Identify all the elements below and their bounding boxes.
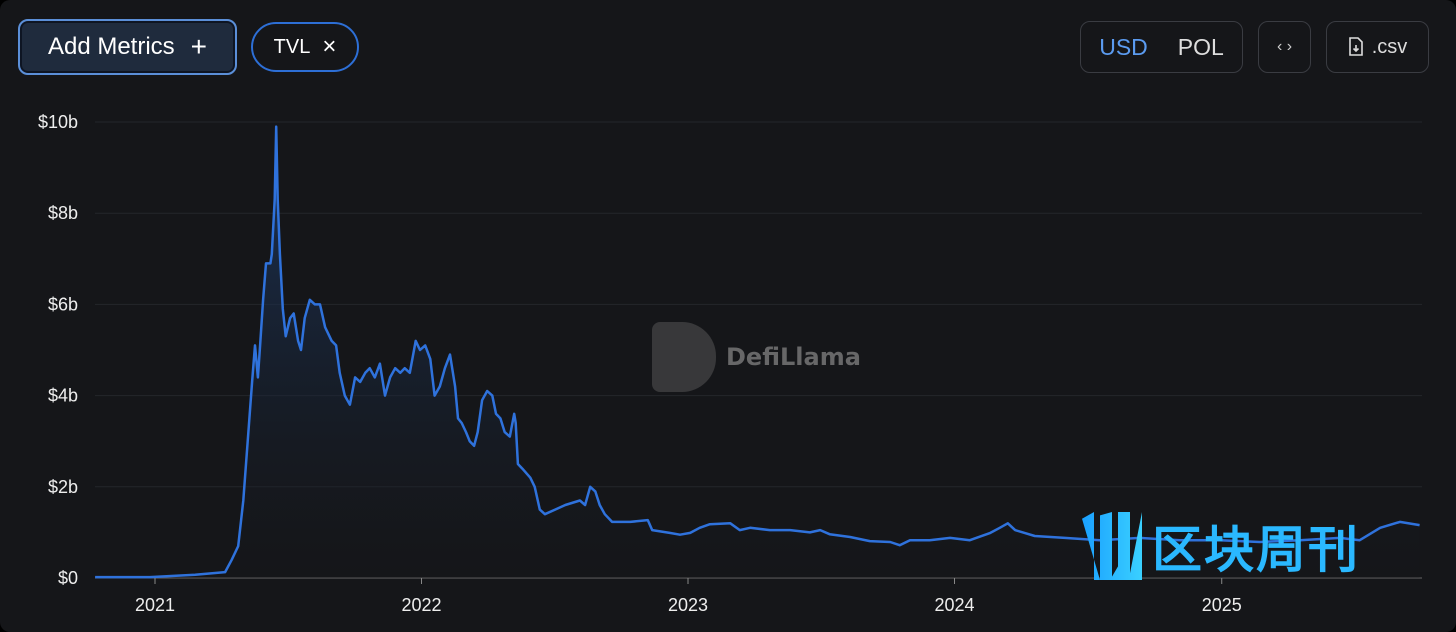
- brand-logo-icon: [1082, 512, 1142, 580]
- overlay-watermark-text: 区块周刊: [1152, 521, 1360, 579]
- x-tick-label: 2025: [1202, 595, 1242, 615]
- close-icon[interactable]: ×: [322, 33, 337, 60]
- embed-button[interactable]: ‹ ›: [1258, 21, 1311, 73]
- add-metrics-button[interactable]: Add Metrics +: [18, 19, 237, 75]
- plus-icon: +: [190, 31, 208, 62]
- tvl-metric-chip[interactable]: TVL ×: [251, 22, 359, 72]
- x-tick-label: 2024: [934, 595, 974, 615]
- tvl-label: TVL: [273, 35, 311, 58]
- currency-toggle: USD POL: [1080, 21, 1243, 73]
- x-tick-label: 2022: [401, 595, 441, 615]
- y-tick-label: $6b: [48, 294, 78, 314]
- tvl-area: [95, 126, 1420, 578]
- file-download-icon: [1348, 37, 1363, 56]
- y-tick-label: $10b: [38, 112, 78, 132]
- x-tick-label: 2021: [135, 595, 175, 615]
- llama-logo-icon: [652, 322, 716, 392]
- defillama-text: DefiLlama: [726, 343, 861, 371]
- y-tick-label: $0: [58, 568, 78, 588]
- y-tick-label: $2b: [48, 477, 78, 497]
- tvl-line: [95, 125, 1420, 579]
- x-tick-label: 2023: [668, 595, 708, 615]
- y-tick-label: $4b: [48, 386, 78, 406]
- overlay-watermark: 区块周刊: [1082, 510, 1360, 582]
- download-csv-button[interactable]: .csv: [1326, 21, 1429, 73]
- code-icon: ‹ ›: [1276, 38, 1293, 55]
- defillama-watermark: DefiLlama: [652, 322, 861, 392]
- csv-label: .csv: [1371, 35, 1408, 58]
- currency-usd[interactable]: USD: [1099, 33, 1148, 60]
- currency-pol[interactable]: POL: [1177, 33, 1224, 60]
- add-metrics-label: Add Metrics: [47, 33, 175, 60]
- y-tick-label: $8b: [48, 203, 78, 223]
